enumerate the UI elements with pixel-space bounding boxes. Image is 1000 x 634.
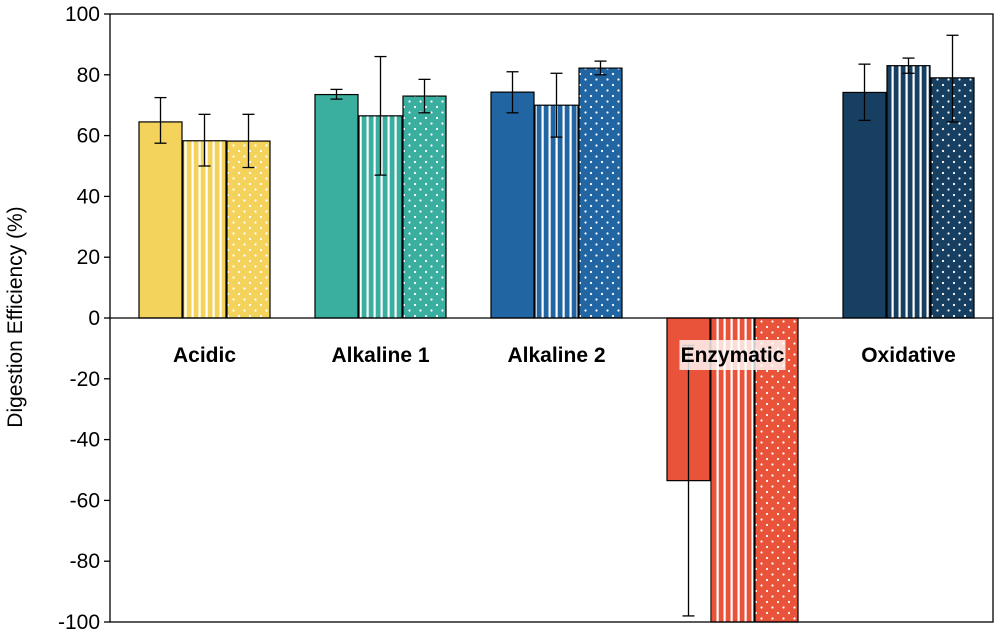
y-tick-label: 0 <box>88 307 100 330</box>
bar-alkaline-1-3 <box>402 95 447 319</box>
error-bar-acidic-1 <box>154 96 167 144</box>
category-label-alkaline-1: Alkaline 1 <box>331 344 429 367</box>
category-label-enzymatic: Enzymatic <box>681 344 785 367</box>
error-bar-alkaline-2-2 <box>550 72 563 138</box>
error-bar-acidic-2 <box>198 113 211 167</box>
error-bars-layer <box>154 34 959 617</box>
y-tick-label: 80 <box>77 64 100 87</box>
error-bar-oxidative-3 <box>946 34 959 123</box>
bar-acidic-2 <box>182 140 227 319</box>
category-label-acidic: Acidic <box>173 344 236 367</box>
error-bar-alkaline-2-1 <box>506 71 519 114</box>
y-tick-label: -60 <box>70 489 100 512</box>
bar-oxidative-1 <box>842 91 887 319</box>
bar-alkaline-2-2 <box>534 104 579 319</box>
y-tick-label: 20 <box>77 246 100 269</box>
bar-oxidative-2 <box>886 65 931 319</box>
category-label-alkaline-2: Alkaline 2 <box>507 344 605 367</box>
category-label-oxidative: Oxidative <box>861 344 956 367</box>
y-tick-label: -20 <box>70 368 100 391</box>
bar-acidic-1 <box>138 121 183 319</box>
bars-layer <box>138 65 975 623</box>
bar-alkaline-2-3 <box>578 67 623 319</box>
error-bar-oxidative-2 <box>902 57 915 74</box>
error-bar-alkaline-1-2 <box>374 55 387 176</box>
y-tick-label: 40 <box>77 185 100 208</box>
y-tick-label: -100 <box>58 611 100 634</box>
error-bar-alkaline-1-3 <box>418 78 431 114</box>
y-tick-label: -80 <box>70 550 100 573</box>
bar-alkaline-1-1 <box>314 93 359 319</box>
error-bar-alkaline-2-3 <box>594 60 607 76</box>
y-tick-label: -40 <box>70 429 100 452</box>
error-bar-acidic-3 <box>242 113 255 169</box>
bar-alkaline-2-1 <box>490 91 535 319</box>
y-tick-label: 100 <box>65 3 100 26</box>
category-label-background <box>679 340 786 370</box>
error-bar-alkaline-1-1 <box>330 88 343 100</box>
error-bar-oxidative-1 <box>858 63 871 122</box>
axes-layer <box>104 13 994 623</box>
labels-layer: 100 80 60 40 20 0 -20 -40 -60 -80 -100 Acidic Alkali… <box>58 3 956 634</box>
y-axis-title: Digestion Efficiency (%) <box>4 206 27 427</box>
y-tick-label: 60 <box>77 125 100 148</box>
